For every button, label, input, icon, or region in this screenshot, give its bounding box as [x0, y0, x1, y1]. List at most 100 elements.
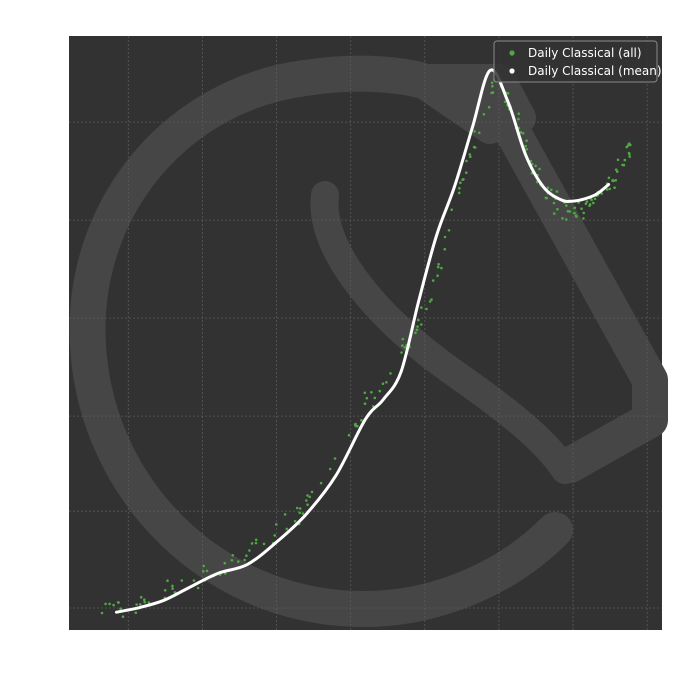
watermark-knight-logo	[69, 55, 668, 627]
data-point	[614, 168, 618, 171]
data-point	[243, 558, 246, 562]
data-point	[112, 603, 115, 607]
data-point	[171, 587, 174, 590]
data-point	[301, 512, 305, 515]
data-point	[487, 105, 491, 109]
data-point	[477, 131, 481, 135]
data-point	[135, 603, 138, 606]
data-point	[544, 196, 548, 200]
data-point	[506, 92, 510, 95]
data-point	[592, 201, 595, 205]
data-point	[310, 490, 314, 494]
data-point	[436, 265, 440, 269]
data-point	[298, 507, 302, 510]
data-point	[275, 523, 278, 526]
data-point	[254, 541, 258, 545]
data-point	[104, 602, 107, 606]
data-point	[582, 211, 585, 215]
data-point	[119, 607, 122, 610]
data-point	[465, 159, 468, 163]
data-point	[231, 554, 235, 557]
data-point	[283, 513, 287, 516]
data-point	[469, 155, 472, 158]
data-point	[465, 171, 468, 174]
data-point	[473, 130, 476, 133]
data-point	[611, 179, 615, 182]
data-point	[605, 188, 609, 191]
data-point	[552, 212, 556, 215]
data-point	[171, 584, 174, 588]
legend-label-all: Daily Classical (all)	[528, 46, 642, 60]
data-point	[420, 323, 423, 326]
data-point	[139, 595, 143, 599]
data-point	[443, 235, 447, 239]
data-point	[262, 542, 266, 546]
data-point	[613, 186, 616, 189]
data-point	[430, 298, 433, 301]
data-point	[590, 198, 593, 202]
data-point	[134, 611, 138, 614]
data-point	[616, 158, 620, 162]
data-point	[468, 153, 472, 156]
data-point	[121, 615, 125, 618]
data-point	[108, 602, 111, 606]
data-point	[333, 457, 337, 460]
data-point	[245, 554, 248, 557]
data-point	[285, 527, 289, 531]
data-point	[555, 190, 559, 193]
data-point	[573, 211, 576, 215]
data-point	[417, 318, 420, 322]
data-point	[565, 204, 568, 207]
data-point	[401, 344, 404, 347]
data-point	[531, 162, 534, 166]
data-point	[378, 389, 382, 393]
data-point	[623, 158, 627, 162]
data-point	[319, 481, 323, 485]
data-point	[415, 328, 419, 332]
data-point	[437, 262, 440, 266]
data-point	[568, 210, 572, 213]
data-point	[147, 601, 151, 604]
data-point	[143, 600, 146, 604]
data-point	[457, 191, 461, 195]
data-point	[373, 396, 377, 400]
data-point	[546, 186, 550, 189]
data-point	[525, 148, 528, 151]
legend-marker-mean	[509, 68, 515, 74]
data-point	[354, 422, 357, 426]
data-point	[517, 112, 520, 115]
data-point	[431, 279, 435, 282]
data-point	[250, 542, 254, 545]
data-point	[306, 503, 309, 507]
data-point	[561, 217, 564, 220]
data-point	[538, 167, 541, 171]
data-point	[254, 538, 258, 542]
data-point	[482, 113, 486, 116]
data-point	[401, 337, 405, 341]
legend-box	[493, 40, 658, 83]
data-point	[490, 81, 494, 85]
data-point	[202, 570, 205, 573]
data-point	[503, 100, 507, 104]
data-point	[202, 564, 205, 568]
data-point	[628, 142, 631, 145]
data-point	[230, 559, 234, 562]
data-point	[521, 132, 525, 135]
data-point	[622, 163, 626, 167]
legend-marker-all	[509, 50, 515, 56]
data-point	[440, 266, 443, 270]
data-point	[580, 207, 583, 210]
data-point	[117, 601, 120, 604]
data-point	[600, 192, 603, 195]
data-point	[205, 569, 209, 573]
series-line-daily-classical-mean	[114, 68, 611, 614]
data-point	[534, 164, 537, 168]
data-point	[461, 178, 464, 181]
data-point	[298, 511, 302, 515]
data-point	[138, 603, 142, 606]
data-point	[443, 247, 447, 251]
data-point	[524, 144, 527, 148]
data-point	[100, 611, 104, 615]
data-point	[400, 351, 403, 354]
watermark-neck	[487, 100, 668, 483]
